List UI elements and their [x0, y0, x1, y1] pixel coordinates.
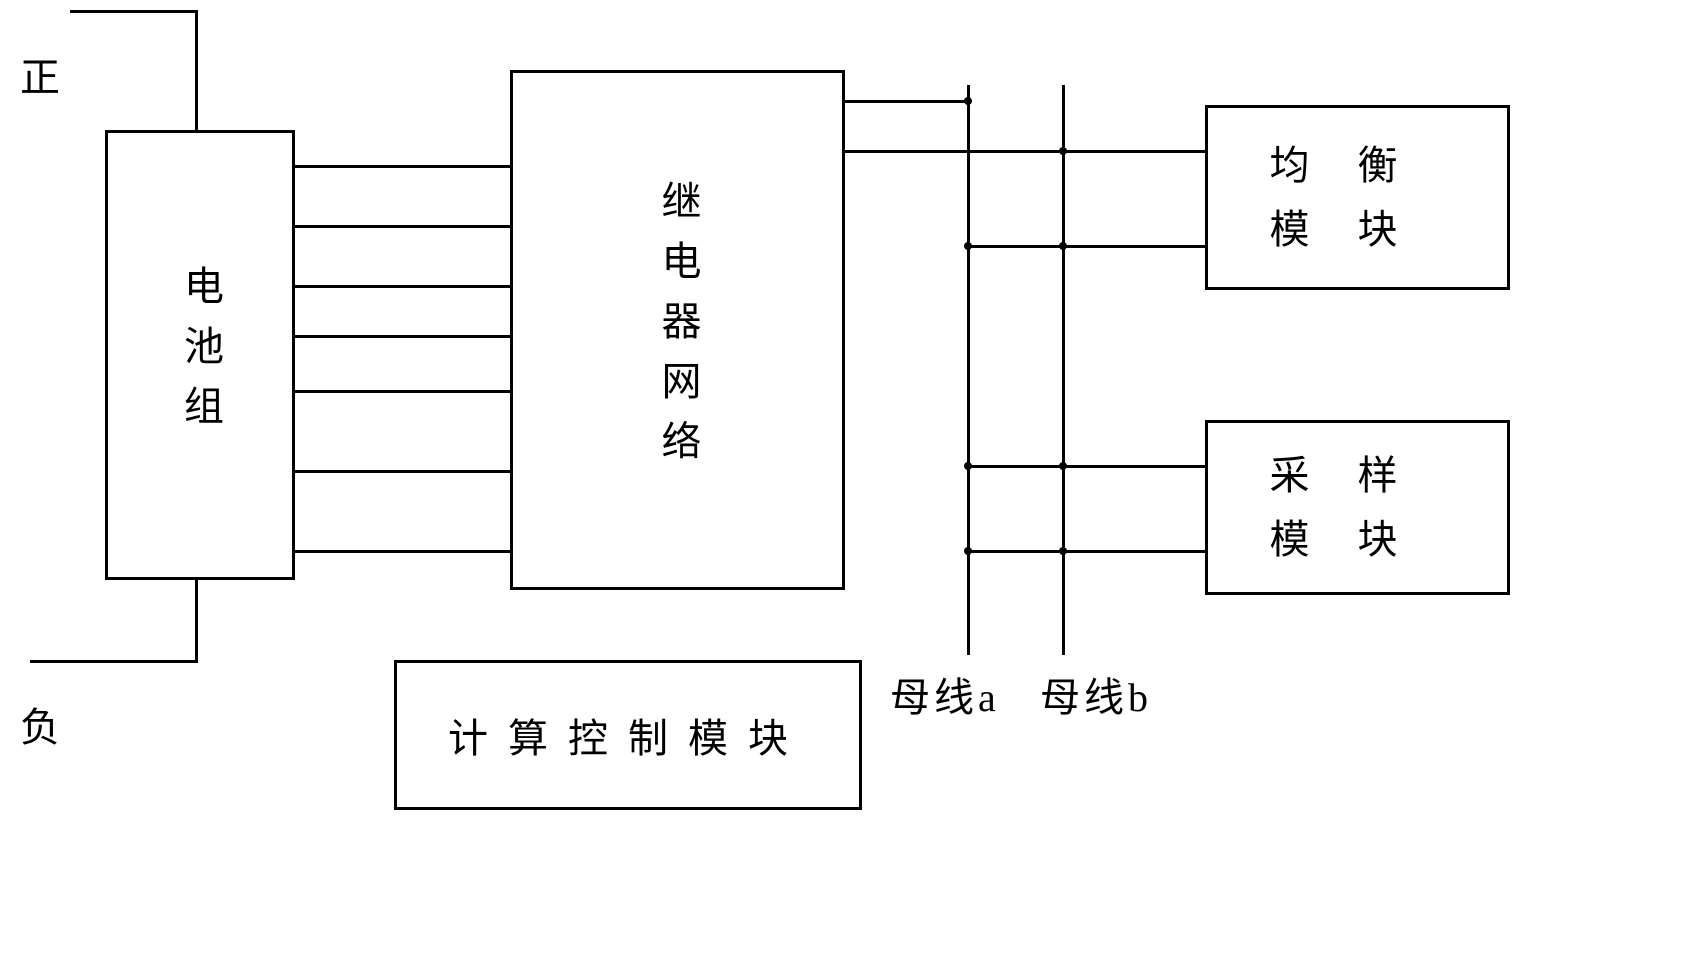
- wire: [295, 165, 510, 168]
- junction-dot: [964, 242, 972, 250]
- wire: [70, 10, 198, 13]
- junction-dot: [1059, 147, 1067, 155]
- battery-pack-block: 电池组: [105, 130, 295, 580]
- bus-b-label: 母线b: [1040, 665, 1152, 723]
- wire: [295, 335, 510, 338]
- bus-a-line: [967, 85, 970, 655]
- sampling-module-label: 采样 模块: [1270, 444, 1446, 572]
- bus-a-label: 母线a: [890, 665, 1000, 723]
- positive-terminal-label: 正: [20, 45, 64, 103]
- negative-terminal-label: 负: [20, 695, 64, 753]
- junction-dot: [1059, 462, 1067, 470]
- junction-dot: [964, 462, 972, 470]
- wire: [295, 470, 510, 473]
- balance-module-label-line1: 均衡: [1270, 134, 1446, 198]
- balance-module-label-line2: 模块: [1270, 198, 1446, 262]
- sampling-module-label-line2: 模块: [1270, 508, 1446, 572]
- wire: [845, 100, 970, 103]
- wire: [967, 150, 1205, 153]
- junction-dot: [1059, 547, 1067, 555]
- junction-dot: [1059, 242, 1067, 250]
- wire: [967, 465, 1205, 468]
- wire: [967, 550, 1205, 553]
- wire: [195, 580, 198, 660]
- junction-dot: [964, 547, 972, 555]
- relay-network-block: 继电器网络: [510, 70, 845, 590]
- bus-b-line: [1062, 85, 1065, 655]
- battery-pack-label: 电池组: [171, 265, 229, 445]
- control-module-label: 计算控制模块: [448, 706, 808, 764]
- relay-network-label: 继电器网络: [649, 180, 707, 480]
- control-module-block: 计算控制模块: [394, 660, 862, 810]
- wire: [30, 660, 198, 663]
- wire: [295, 225, 510, 228]
- sampling-module-label-line1: 采样: [1270, 444, 1446, 508]
- wire: [195, 10, 198, 130]
- balance-module-label: 均衡 模块: [1270, 134, 1446, 262]
- wire: [295, 550, 510, 553]
- junction-dot: [964, 97, 972, 105]
- balance-module-block: 均衡 模块: [1205, 105, 1510, 290]
- sampling-module-block: 采样 模块: [1205, 420, 1510, 595]
- wire: [295, 390, 510, 393]
- wire: [295, 285, 510, 288]
- wire: [967, 245, 1205, 248]
